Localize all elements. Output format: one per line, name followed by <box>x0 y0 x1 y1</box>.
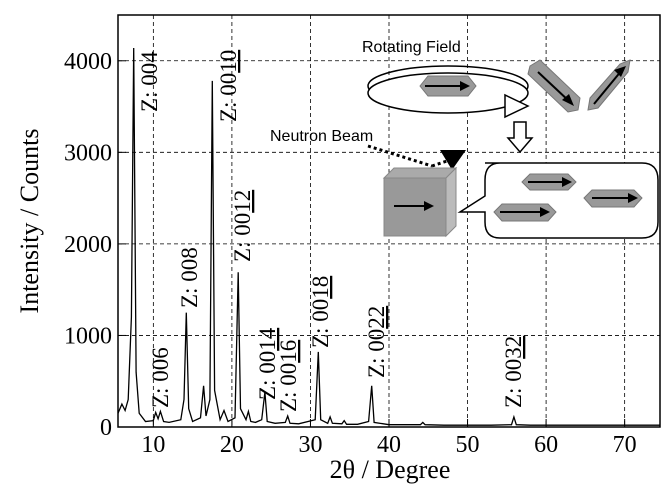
y-tick-label: 2000 <box>64 232 112 258</box>
peak-label: Z: 008 <box>177 247 202 308</box>
peak-label: Z: 0022 <box>364 306 389 378</box>
y-tick-label: 1000 <box>64 323 112 349</box>
arrow-head <box>460 81 470 91</box>
y-tick-label: 0 <box>100 415 112 441</box>
data-line <box>117 47 660 426</box>
plot-frame <box>117 14 661 428</box>
down-arrow <box>506 121 534 154</box>
x-tick-label: 70 <box>613 432 637 458</box>
y-tick-label: 4000 <box>64 49 112 75</box>
y-axis-label: Intensity / Counts <box>15 129 44 314</box>
peak-label: Z: 0016 <box>276 340 301 412</box>
peak-label: Z: 0010 <box>216 50 241 122</box>
inset-diagram: Rotating Field Neutron Beam <box>270 39 659 239</box>
peak-label: Z: 0014 <box>255 327 280 400</box>
inset-label: Neutron Beam <box>270 128 373 145</box>
x-tick-label: 20 <box>220 432 244 458</box>
peak-label: Z: 004 <box>137 51 162 112</box>
x-axis-label: 2θ / Degree <box>330 455 451 484</box>
x-tick-label: 10 <box>141 432 165 458</box>
x-tick-label: 60 <box>534 432 558 458</box>
peak-label: Z: 0018 <box>308 276 333 348</box>
peak-label: Z: 006 <box>148 347 173 408</box>
arrow-head <box>504 93 530 119</box>
peak-label: Z: 0032 <box>501 336 526 408</box>
peak-label: Z: 0012 <box>230 190 255 262</box>
x-tick-label: 40 <box>377 432 401 458</box>
x-tick-label: 30 <box>298 432 322 458</box>
y-tick-label: 3000 <box>64 140 112 166</box>
x-tick-label: 50 <box>456 432 480 458</box>
inset-label: Rotating Field <box>362 39 461 56</box>
